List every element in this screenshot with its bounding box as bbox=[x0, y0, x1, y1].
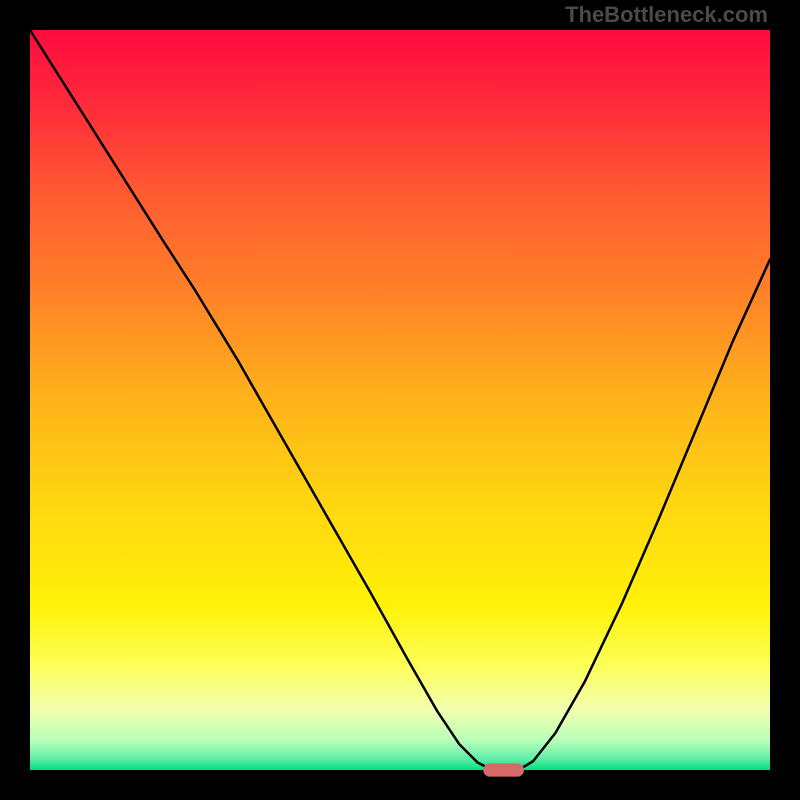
watermark-text: TheBottleneck.com bbox=[565, 2, 768, 28]
bottleneck-chart bbox=[0, 0, 800, 800]
chart-container: TheBottleneck.com bbox=[0, 0, 800, 800]
